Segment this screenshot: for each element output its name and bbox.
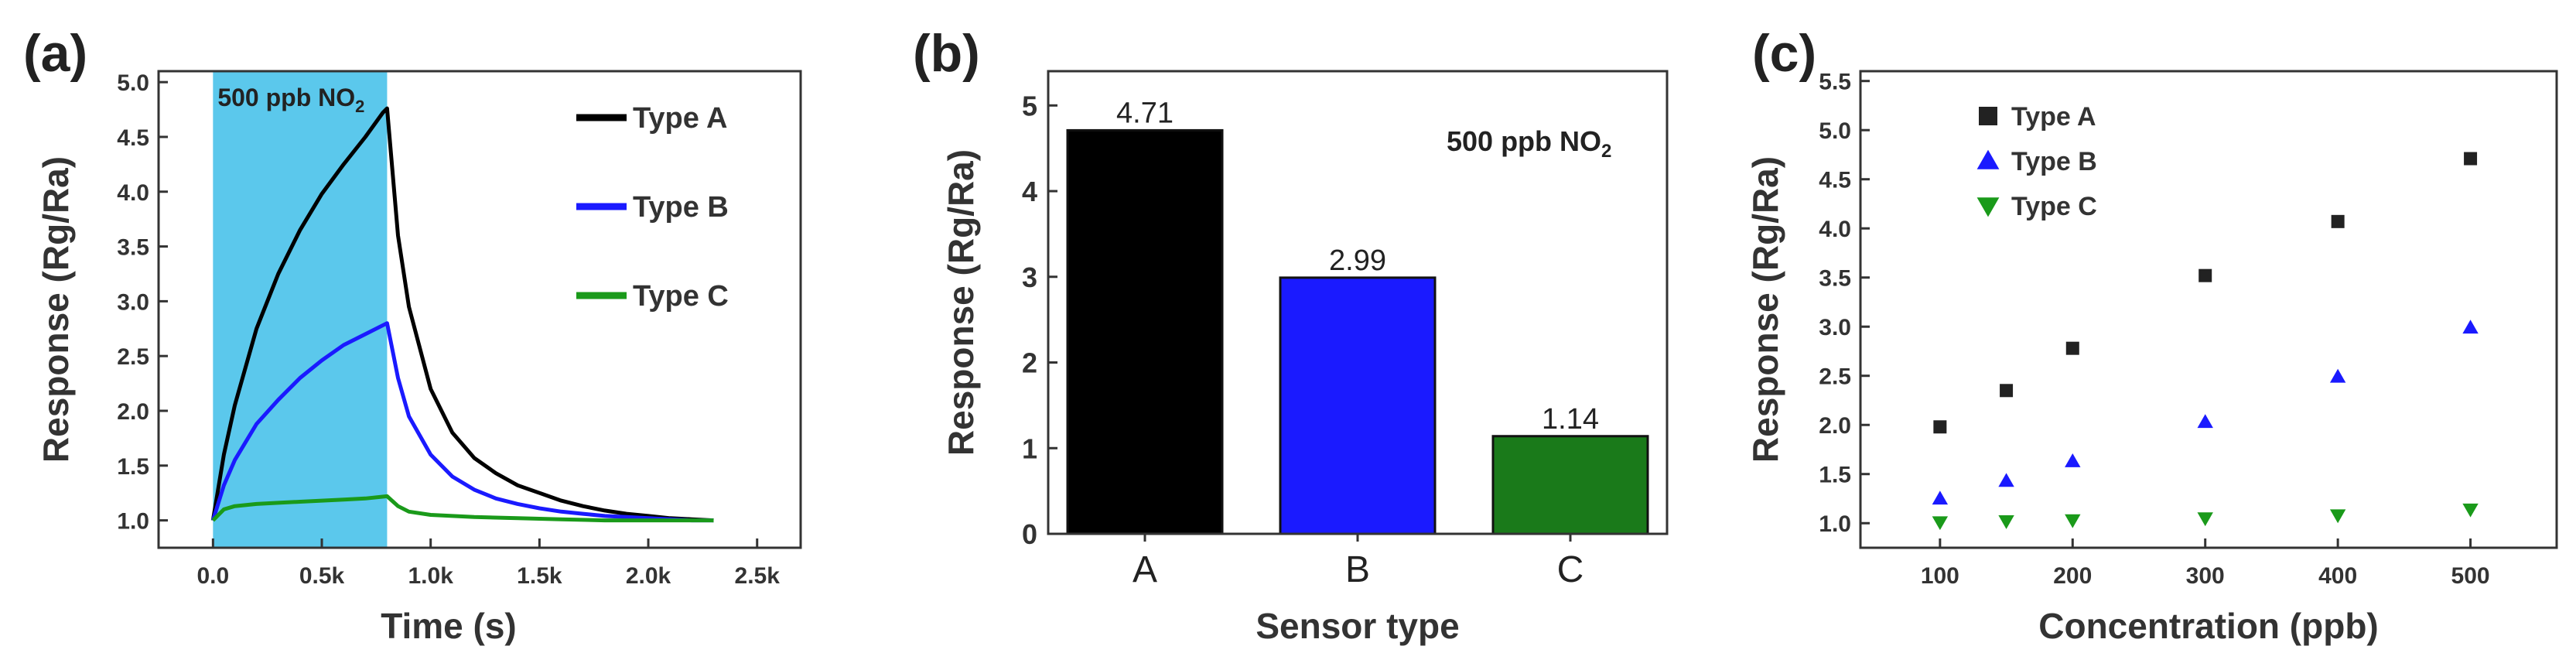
category-label: B xyxy=(1345,549,1370,590)
data-point-type-a xyxy=(2000,384,2014,398)
bar-value-label: 1.14 xyxy=(1542,403,1599,436)
data-point-type-b xyxy=(2462,320,2479,334)
y-tick-label: 2 xyxy=(1022,347,1037,379)
data-point-type-c xyxy=(2329,509,2346,524)
series-line-type-c xyxy=(211,494,714,523)
data-point-type-c xyxy=(2197,512,2213,527)
y-tick-label: 2.5 xyxy=(1819,364,1851,390)
x-tick-label: 0.0 xyxy=(196,563,229,589)
x-tick-label: 2.0k xyxy=(626,563,671,589)
legend-marker xyxy=(1976,149,2000,169)
panel-a: (a) 1.0 1.5 2.0 2.5 3.0 3.5 4.0 4.5 5.0 0.0 0.5k 1.0… xyxy=(23,24,802,646)
y-tick-label: 2.0 xyxy=(1819,413,1851,439)
y-axis-title: Response (Rg/Ra) xyxy=(941,149,981,456)
data-point-type-c xyxy=(1998,515,2014,529)
y-axis-title: Response (Rg/Ra) xyxy=(36,156,76,463)
y-tick-label: 5 xyxy=(1022,90,1037,121)
y-tick-label: 3.0 xyxy=(117,289,149,315)
series-line-type-a xyxy=(210,106,714,523)
panel-b-label: (b) xyxy=(913,24,980,83)
legend-label: Type A xyxy=(2011,102,2096,132)
data-point-type-c xyxy=(2462,503,2479,518)
panel-a-label: (a) xyxy=(23,24,87,83)
category-label: C xyxy=(1557,549,1584,590)
legend-label: Type C xyxy=(2011,192,2097,221)
data-point-type-a xyxy=(2198,268,2212,282)
plot-frame-b xyxy=(1047,70,1669,535)
exposure-annotation: 500 ppb NO2 xyxy=(217,84,364,116)
legend-marker xyxy=(1976,197,2000,217)
y-tick-label: 3.5 xyxy=(117,235,149,261)
panel-b: (b) 4.71 A 2.99 B 1.14 C 0 1 2 3 4 5 500 ppb NO2 Senso… xyxy=(913,24,1669,646)
data-point-type-b xyxy=(1932,491,1949,505)
x-axis-title: Sensor type xyxy=(1256,606,1459,646)
legend-label: Type B xyxy=(633,191,729,224)
x-tick-label: 1.5k xyxy=(517,563,562,589)
y-tick-label: 1.0 xyxy=(1819,511,1851,537)
y-tick-label: 4.5 xyxy=(117,125,149,151)
panel-c: (c) 1.0 1.5 2.0 2.5 3.0 3.5 4.0 4.5 5.0 5.5 100 200 3… xyxy=(1745,24,2558,646)
y-tick-label: 5.0 xyxy=(1819,118,1851,144)
y-tick-label: 4.5 xyxy=(1819,168,1851,193)
x-tick-label: 2.5k xyxy=(735,563,781,589)
x-tick-label: 300 xyxy=(2186,563,2225,589)
x-tick-label: 1.0k xyxy=(408,563,453,589)
data-point-type-a xyxy=(1933,420,1947,434)
x-tick-label: 200 xyxy=(2053,563,2092,589)
y-tick-label: 1.5 xyxy=(117,454,149,480)
data-point-type-b xyxy=(1998,473,2014,487)
x-tick-label: 500 xyxy=(2451,563,2490,589)
y-tick-label: 5.5 xyxy=(1819,70,1851,95)
bar-a xyxy=(1066,128,1224,535)
y-tick-label: 4.0 xyxy=(1819,217,1851,242)
y-tick-label: 4.0 xyxy=(117,180,149,206)
plot-frame-a xyxy=(157,70,802,549)
x-axis-title: Concentration (ppb) xyxy=(2038,606,2379,646)
x-tick-label: 400 xyxy=(2318,563,2357,589)
series-line-type-b xyxy=(210,321,714,523)
bar-value-label: 2.99 xyxy=(1329,244,1386,277)
y-tick-label: 1.5 xyxy=(1819,463,1851,488)
y-tick-label: 2.0 xyxy=(117,399,149,425)
category-label: A xyxy=(1133,549,1157,590)
bar-c xyxy=(1491,435,1649,535)
y-tick-label: 3.0 xyxy=(1819,315,1851,340)
data-point-type-a xyxy=(2331,214,2345,228)
data-point-type-a xyxy=(2065,341,2079,355)
legend-label: Type C xyxy=(633,280,729,313)
bar-value-label: 4.71 xyxy=(1116,97,1174,129)
data-point-type-b xyxy=(2065,453,2081,467)
y-tick-label: 1 xyxy=(1022,432,1037,464)
x-tick-label: 100 xyxy=(1921,563,1959,589)
panel-c-label: (c) xyxy=(1752,24,1816,83)
y-tick-label: 3.5 xyxy=(1819,266,1851,292)
x-axis-title: Time (s) xyxy=(381,606,517,646)
data-point-type-c xyxy=(2065,514,2081,528)
x-tick-label: 0.5k xyxy=(299,563,345,589)
legend-label: Type B xyxy=(2011,147,2097,176)
y-tick-label: 2.5 xyxy=(117,344,149,370)
plot-frame-c xyxy=(1859,70,2558,549)
data-point-type-b xyxy=(2329,368,2346,383)
bar-b xyxy=(1279,276,1437,535)
y-tick-label: 4 xyxy=(1022,176,1037,207)
legend-marker xyxy=(1979,107,1997,125)
y-tick-label: 5.0 xyxy=(117,70,149,96)
data-point-type-a xyxy=(2464,152,2478,166)
legend-label: Type A xyxy=(633,102,727,135)
y-tick-label: 0 xyxy=(1022,518,1037,550)
y-tick-label: 1.0 xyxy=(117,509,149,535)
y-tick-label: 3 xyxy=(1022,262,1037,293)
exposure-region xyxy=(213,71,388,548)
data-point-type-b xyxy=(2197,414,2213,429)
y-axis-title: Response (Rg/Ra) xyxy=(1745,156,1785,463)
bar-annotation: 500 ppb NO2 xyxy=(1447,125,1611,162)
data-point-type-c xyxy=(1932,516,1949,531)
